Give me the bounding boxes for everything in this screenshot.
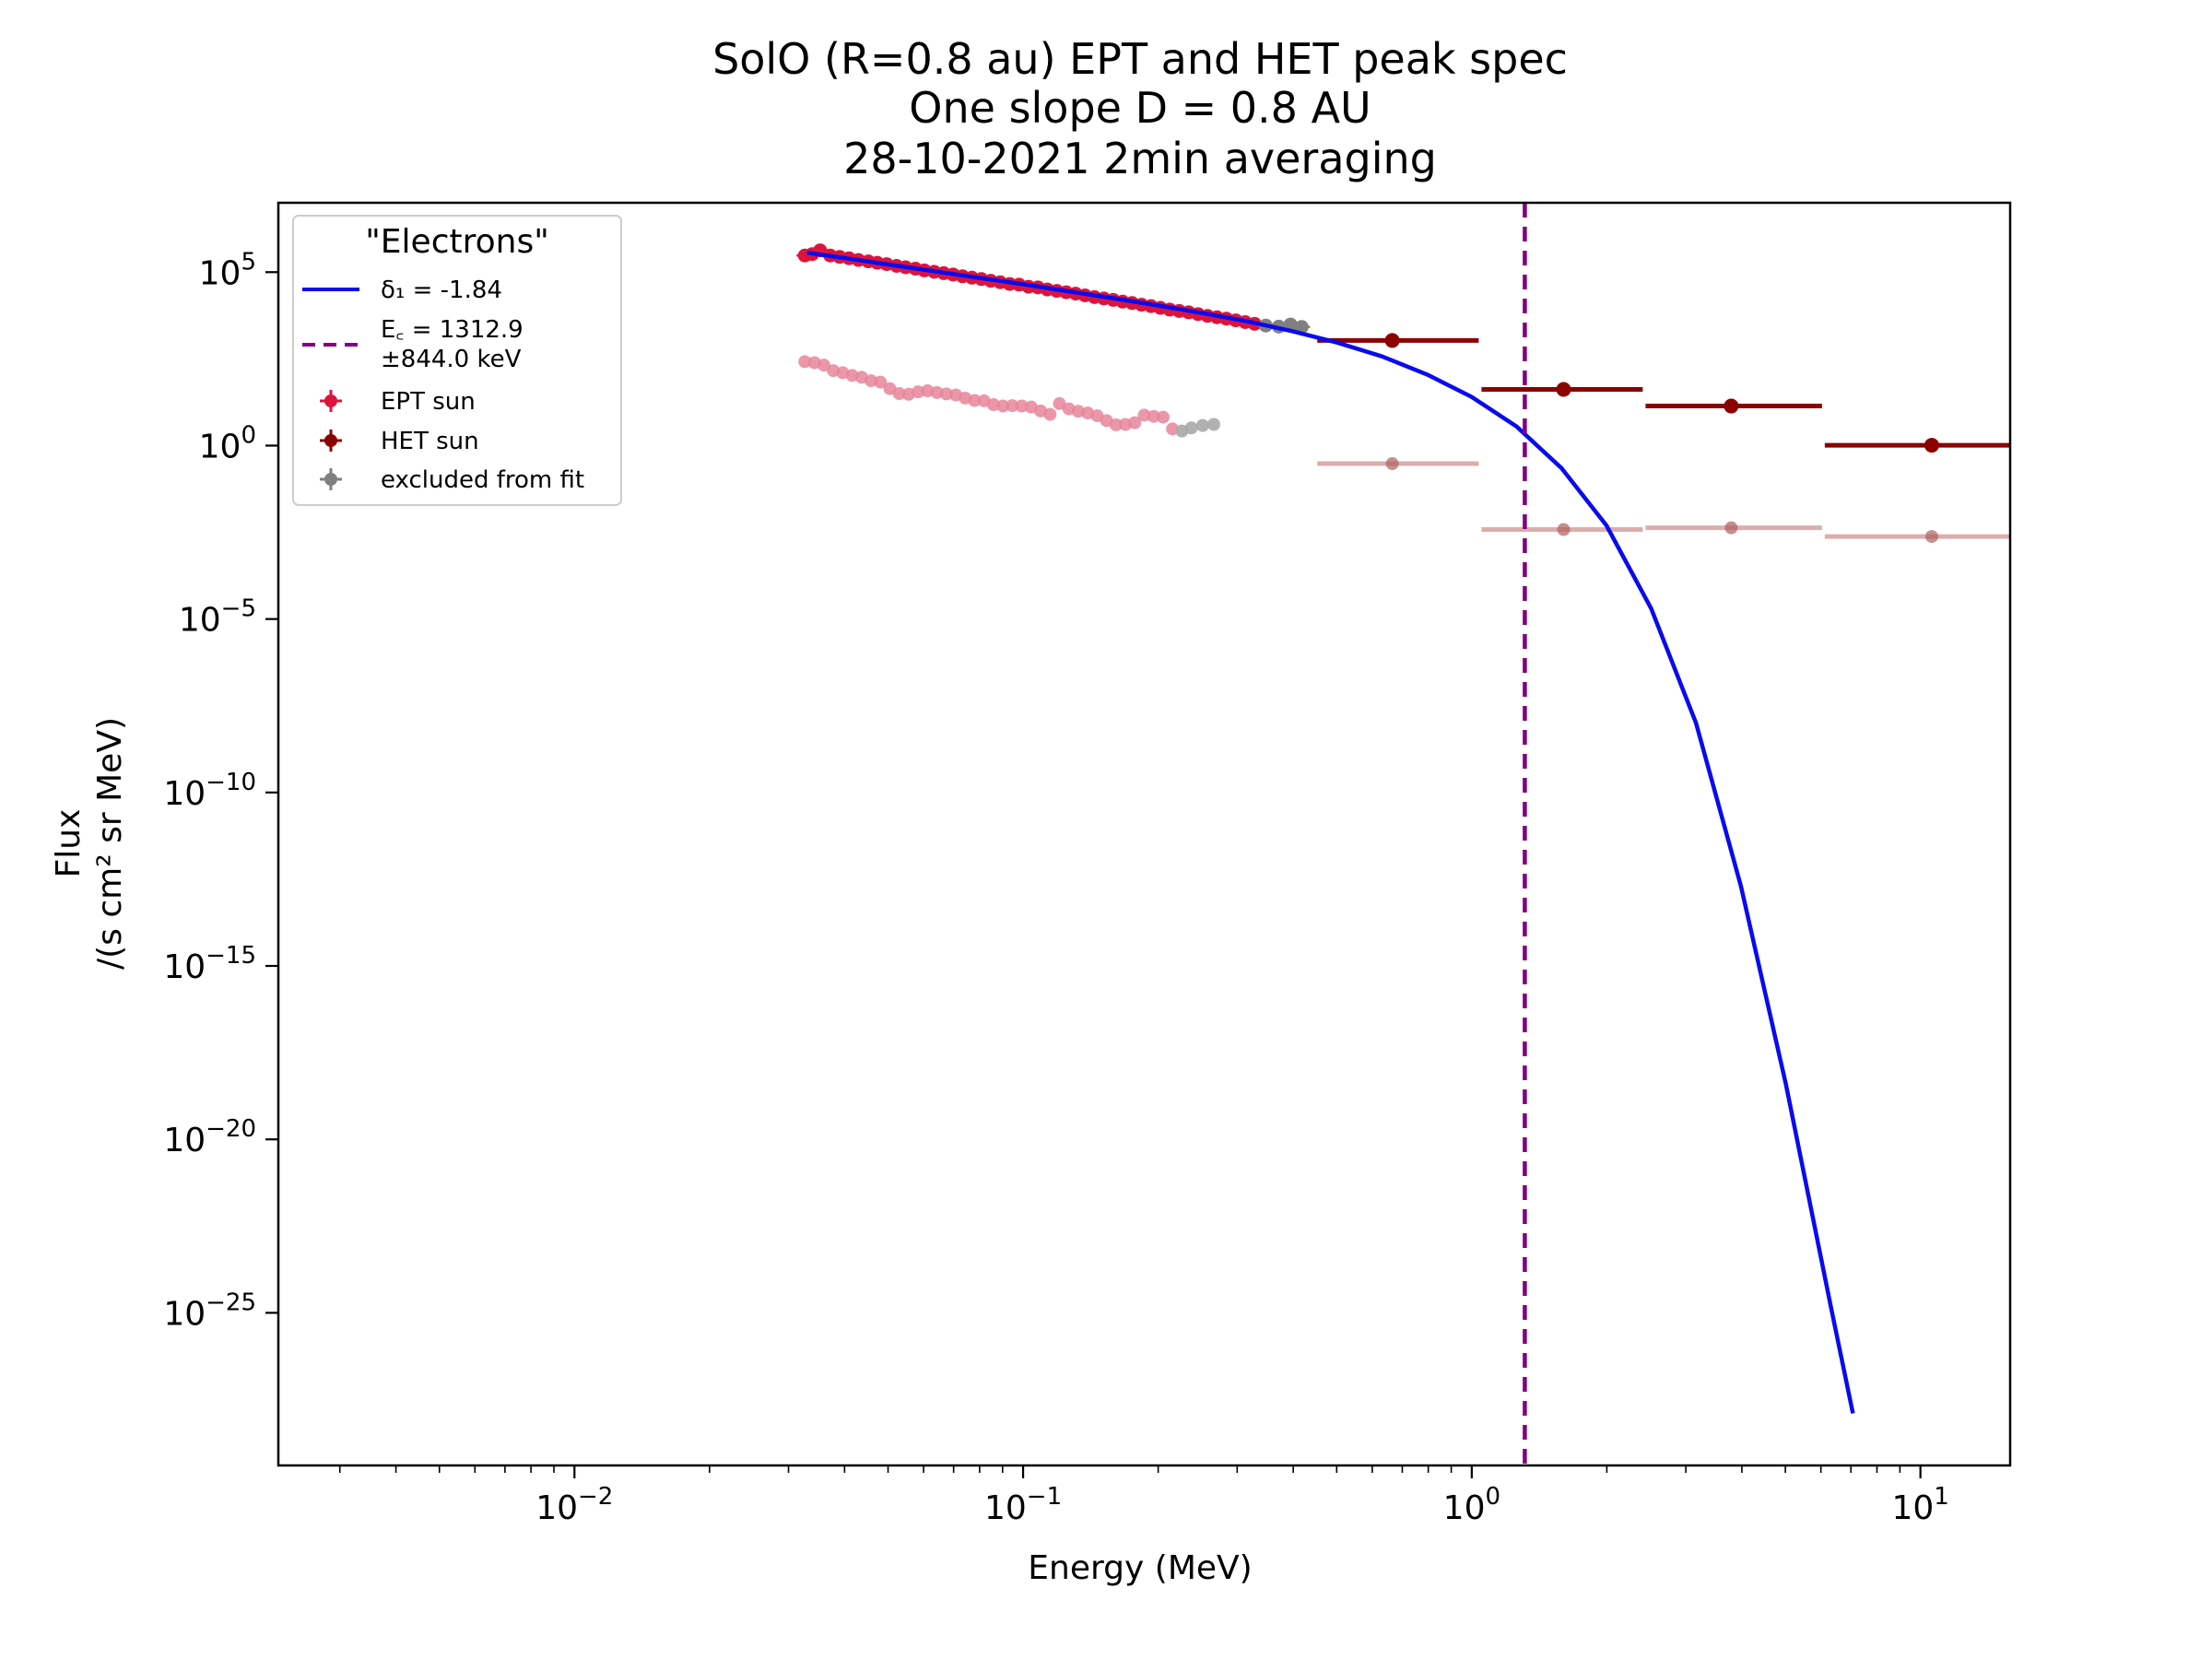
het-sun-point [1556,382,1571,397]
y-tick-label: 100 [199,421,256,465]
legend-het-label: HET sun [381,428,479,455]
axis-ticks: 10−2 10−1 100 101 105 100 10−5 10−10 10−15 10−20 1… [163,248,1949,1527]
x-tick-label: 10−2 [535,1483,613,1527]
het-sun-point [1924,438,1939,453]
x-axis-label: Energy (MeV) [1028,1549,1252,1587]
y-axis-label-line-2: /(s cm² sr MeV) [91,717,129,970]
ept-background-excluded-point [1184,421,1198,435]
ept-background-point [798,355,812,369]
het-sun-point [1384,333,1400,348]
y-tick-label: 10−20 [163,1115,256,1159]
chart-title-line-3: 28-10-2021 2min averaging [843,134,1437,183]
ept-background-point [912,385,925,399]
chart-title-line-2: One slope D = 0.8 AU [909,83,1371,133]
ept-background-excluded-point [1206,418,1220,431]
axes-frame [276,201,2012,1467]
ept-background-point [1128,416,1142,429]
plot-data [796,203,2010,1465]
ept-background-point [930,385,944,399]
ept-background-point [1053,396,1066,410]
chart-title-line-1: SolO (R=0.8 au) EPT and HET peak spec [712,34,1568,84]
legend-cutoff-label-1: E꜀ = 1312.9 [381,316,524,344]
ept-background-point [996,399,1010,413]
ept-background-excluded-point [1195,418,1209,432]
y-axis-label-line-1: Flux [50,809,88,878]
ept-background-point [874,375,888,389]
y-tick-label: 10−15 [163,942,256,986]
ept-background-point [1015,399,1029,413]
legend-fit-label: δ₁ = -1.84 [381,276,502,304]
ept-background-point [939,387,953,401]
legend: "Electrons" δ₁ = -1.84 E꜀ = 1312.9 ±844.… [292,215,622,506]
ept-background-point [1137,408,1151,422]
ept-background-point [1043,407,1057,421]
ept-background-point [817,359,830,372]
legend-excluded-label: excluded from fit [381,466,584,494]
legend-excluded-marker [320,468,342,490]
ept-background-point [1156,410,1170,424]
legend-box [292,215,622,506]
legend-title: "Electrons" [365,223,549,261]
fit-curve [806,250,1855,1414]
excluded-point [1294,320,1309,335]
het-background-point [1724,521,1738,535]
ept-background-point [968,394,982,407]
x-tick-label: 100 [1443,1483,1500,1527]
y-axis-label: Flux /(s cm² sr MeV) [50,717,129,970]
legend-cutoff-label-2: ±844.0 keV [381,346,522,373]
y-tick-label: 105 [199,248,256,292]
y-tick-label: 10−5 [179,595,256,640]
ept-background-point [1006,399,1019,413]
y-tick-label: 10−25 [163,1288,256,1333]
het-background-point [1557,523,1571,536]
ept-background-point [1147,409,1160,423]
het-background-point [1385,457,1399,471]
x-tick-label: 10−1 [984,1483,1062,1527]
het-sun-point [1724,398,1739,414]
ept-background-point [986,398,1000,412]
x-tick-label: 101 [1891,1483,1948,1527]
y-tick-label: 10−10 [163,769,256,813]
legend-ept-label: EPT sun [381,388,476,416]
het-background-point [1924,530,1938,544]
legend-ept-marker [320,390,342,412]
ept-background-point [865,374,878,388]
legend-het-marker [320,429,342,452]
ept-background-point [892,387,906,401]
ept-background-point [1109,418,1123,431]
